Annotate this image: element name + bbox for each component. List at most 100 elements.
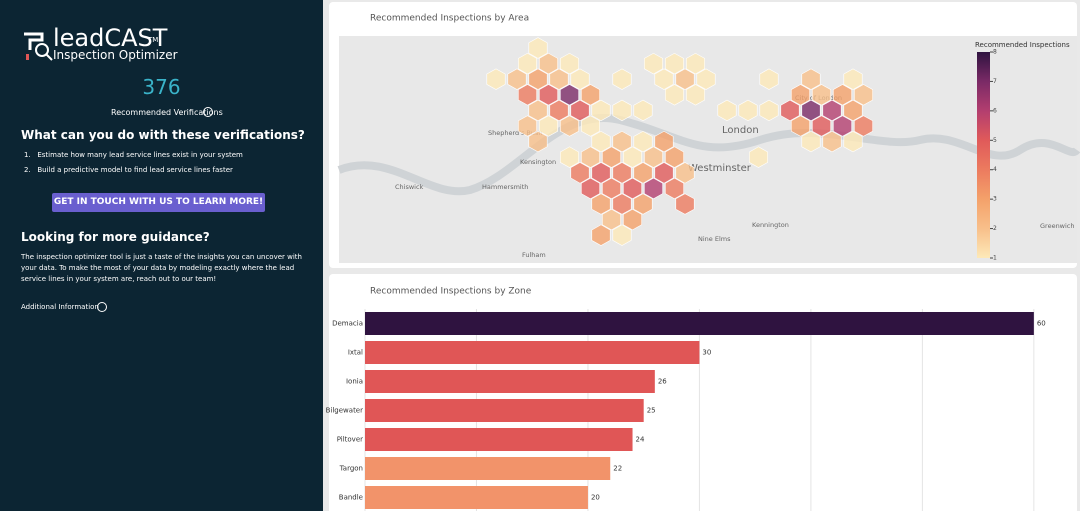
colorbar-tick-label: 5 bbox=[993, 137, 997, 144]
hex bbox=[685, 84, 706, 106]
help-icon[interactable] bbox=[97, 302, 107, 312]
hex bbox=[591, 99, 611, 122]
hex bbox=[622, 177, 643, 200]
contact-button[interactable]: GET IN TOUCH WITH US TO LEARN MORE! bbox=[52, 193, 265, 212]
value-label: 30 bbox=[702, 349, 711, 357]
help-icon[interactable] bbox=[203, 107, 213, 117]
y-tick-label: Targon bbox=[339, 465, 363, 473]
hex bbox=[738, 99, 758, 122]
value-label: 20 bbox=[591, 494, 600, 502]
hex bbox=[685, 52, 706, 75]
hex bbox=[717, 99, 737, 122]
hex bbox=[790, 84, 811, 106]
hex bbox=[612, 99, 632, 122]
count: 376 bbox=[142, 75, 181, 99]
hex bbox=[801, 99, 821, 122]
hex bbox=[601, 146, 622, 168]
hex bbox=[633, 130, 653, 153]
hex bbox=[664, 146, 685, 168]
hex bbox=[811, 84, 832, 106]
logo-text: leadCAST bbox=[53, 24, 168, 52]
hex bbox=[601, 177, 622, 200]
hex bbox=[612, 162, 632, 184]
hex bbox=[580, 146, 601, 168]
list-item: 1. Estimate how many lead service lines … bbox=[24, 151, 243, 159]
place-label: Shepherd's Bush bbox=[488, 129, 543, 137]
colorbar-tick-label: 7 bbox=[993, 78, 997, 85]
hex bbox=[528, 68, 548, 90]
place-label: Kensington bbox=[520, 158, 556, 166]
hex bbox=[612, 68, 632, 90]
value-label: 26 bbox=[658, 378, 667, 386]
hex bbox=[538, 115, 559, 137]
hex bbox=[675, 68, 695, 90]
hex bbox=[654, 162, 674, 184]
hex bbox=[696, 68, 716, 90]
hex bbox=[591, 193, 611, 215]
hex bbox=[843, 130, 863, 153]
hex bbox=[538, 84, 559, 106]
hex bbox=[549, 68, 569, 90]
hex bbox=[528, 37, 548, 59]
y-tick-label: Bandle bbox=[339, 494, 363, 502]
hex bbox=[591, 130, 611, 153]
hex bbox=[622, 146, 643, 168]
hex bbox=[517, 84, 538, 106]
y-tick-label: Demacia bbox=[332, 320, 363, 328]
list-text: Estimate how many lead service lines exi… bbox=[37, 151, 243, 159]
question: What can you do with these verifications… bbox=[21, 128, 305, 142]
hex bbox=[853, 115, 874, 137]
hex bbox=[633, 162, 653, 184]
hex bbox=[801, 130, 821, 153]
hex bbox=[633, 193, 653, 215]
hex bbox=[643, 146, 664, 168]
hex bbox=[622, 208, 643, 231]
hex bbox=[780, 99, 800, 122]
hex bbox=[832, 84, 853, 106]
bar-title: Recommended Inspections by Zone bbox=[370, 287, 532, 297]
colorbar-title: Recommended Inspections bbox=[975, 41, 1070, 49]
logo-subtitle: Inspection Optimizer bbox=[53, 48, 178, 62]
hex bbox=[843, 68, 863, 90]
colorbar-tick-label: 3 bbox=[993, 196, 997, 203]
hex bbox=[843, 99, 863, 122]
value-label: 25 bbox=[647, 407, 656, 415]
trademark: TM bbox=[148, 36, 159, 44]
guidance-text: The inspection optimizer tool is just a … bbox=[21, 253, 302, 283]
place-label: Hammersmith bbox=[482, 183, 528, 191]
map-title: Recommended Inspections by Area bbox=[370, 14, 529, 24]
hex bbox=[559, 52, 580, 75]
hex bbox=[654, 130, 674, 153]
colorbar-tick-label: 6 bbox=[993, 107, 997, 114]
hex bbox=[643, 177, 664, 200]
hex bbox=[538, 52, 559, 75]
hex bbox=[601, 208, 622, 231]
place-label: Greenwich bbox=[1040, 222, 1075, 230]
y-tick-label: Ionia bbox=[346, 378, 363, 386]
hex bbox=[580, 115, 601, 137]
hex bbox=[633, 99, 653, 122]
bar bbox=[365, 486, 588, 509]
hex bbox=[591, 224, 611, 246]
sidebar: leadCAST TM Inspection Optimizer 376 Rec… bbox=[0, 0, 323, 511]
colorbar-tick-label: 1 bbox=[993, 255, 997, 262]
hex bbox=[759, 99, 779, 122]
hex bbox=[486, 68, 506, 90]
hex bbox=[612, 193, 632, 215]
hex bbox=[832, 115, 853, 137]
guidance-title: Looking for more guidance? bbox=[21, 230, 210, 244]
colorbar-tick-label: 8 bbox=[993, 49, 997, 56]
hex bbox=[507, 68, 527, 90]
hex bbox=[654, 68, 674, 90]
colorbar bbox=[977, 52, 990, 258]
place-label: Fulham bbox=[522, 251, 546, 259]
bar bbox=[365, 428, 633, 451]
bar bbox=[365, 399, 644, 422]
hex bbox=[612, 130, 632, 153]
value-label: 22 bbox=[613, 465, 622, 473]
additional-info[interactable]: Additional Information bbox=[21, 303, 99, 311]
y-tick-label: Ixtal bbox=[348, 349, 363, 357]
logo-icon bbox=[24, 32, 53, 61]
